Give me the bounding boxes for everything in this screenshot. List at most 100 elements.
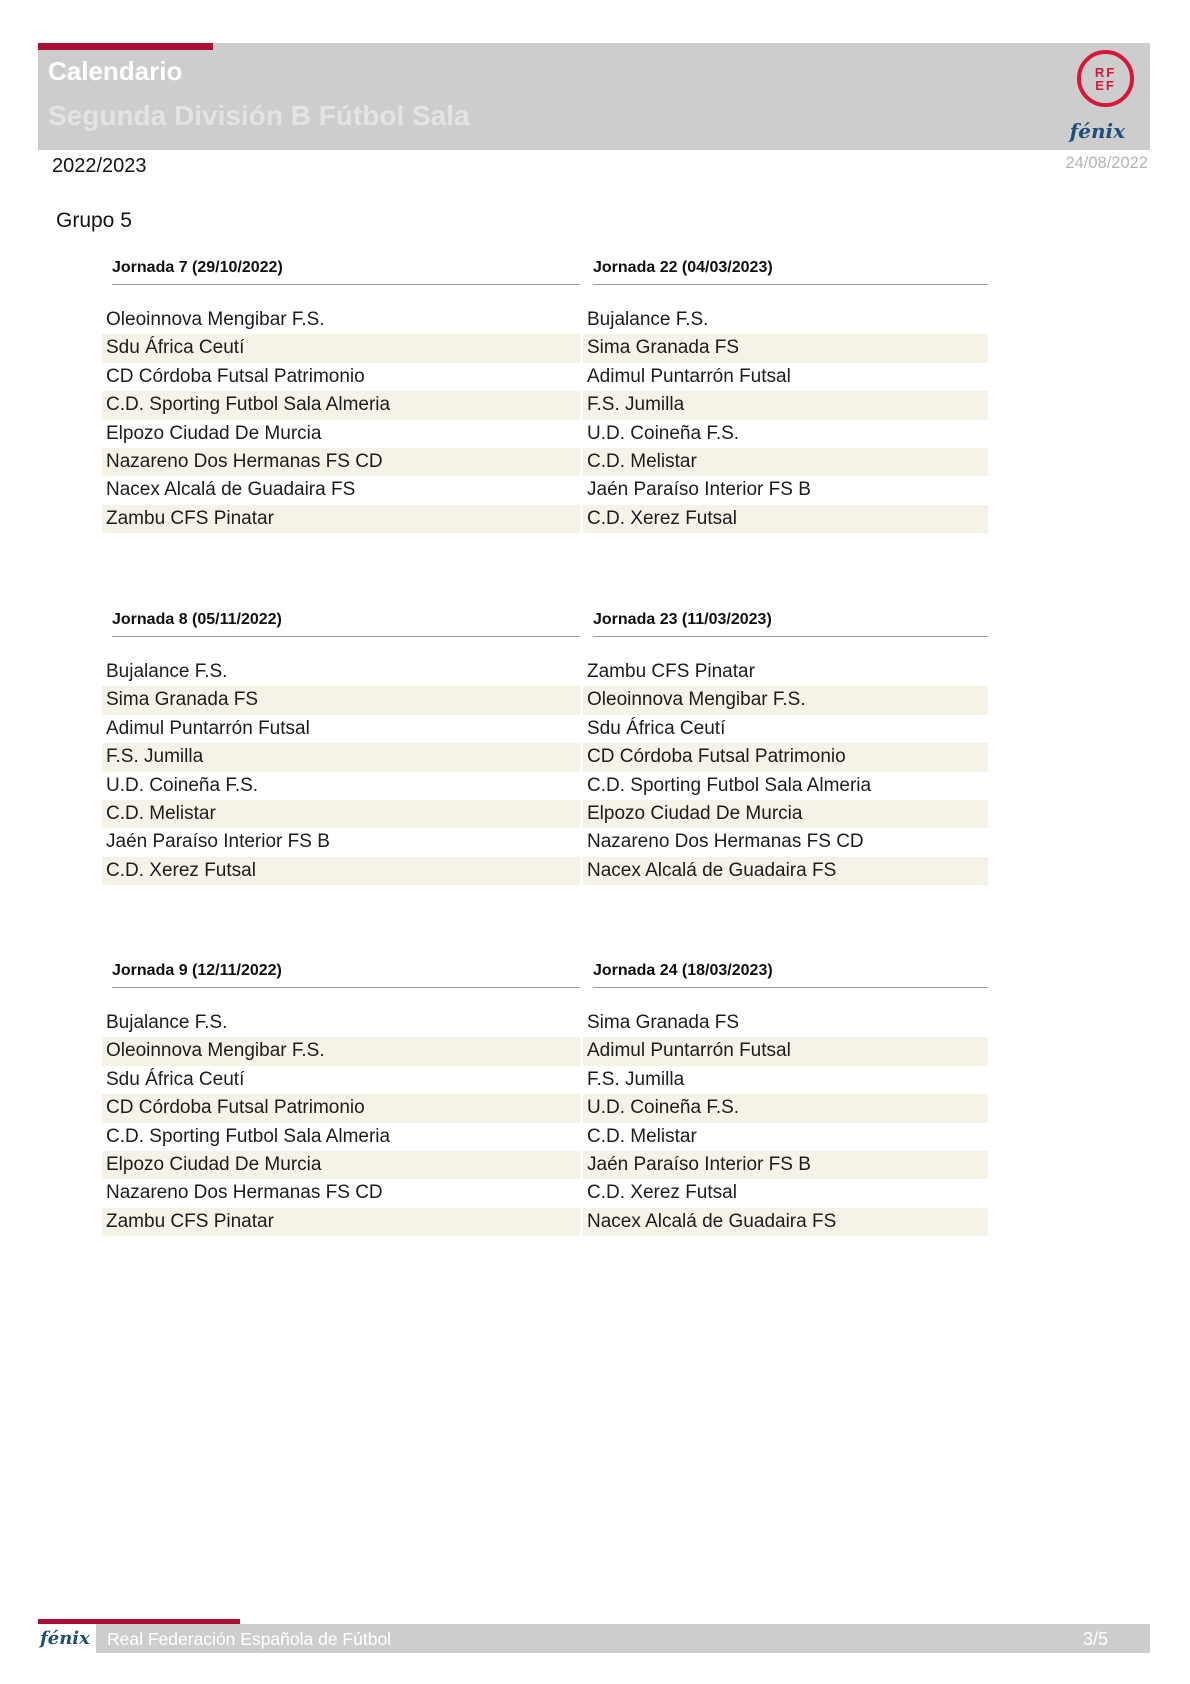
team-row: Bujalance F.S. bbox=[102, 658, 580, 686]
team-name: Nazareno Dos Hermanas FS CD bbox=[587, 831, 864, 853]
jornada-column-right: Jornada 24 (18/03/2023) Sima Granada FS Ad… bbox=[583, 962, 988, 1237]
page-number: 3/5 bbox=[1083, 1629, 1109, 1649]
team-name: Zambu CFS Pinatar bbox=[106, 507, 274, 529]
fenix-brand-header: fénix bbox=[1069, 119, 1125, 143]
team-row: Jaén Paraíso Interior FS B bbox=[583, 1150, 988, 1180]
jornada-title: Jornada 23 (11/03/2023) bbox=[593, 611, 988, 637]
team-row: Elpozo Ciudad De Murcia bbox=[583, 799, 988, 829]
team-name: Nazareno Dos Hermanas FS CD bbox=[106, 1182, 383, 1204]
team-row: Adimul Puntarrón Futsal bbox=[583, 1037, 988, 1066]
team-row: Oleoinnova Mengibar F.S. bbox=[102, 306, 580, 334]
team-row: Jaén Paraíso Interior FS B bbox=[102, 828, 580, 856]
team-row: C.D. Melistar bbox=[583, 447, 988, 477]
team-row: Sima Granada FS bbox=[583, 334, 988, 363]
team-row: C.D. Xerez Futsal bbox=[583, 504, 988, 534]
team-name: F.S. Jumilla bbox=[587, 1068, 685, 1090]
team-row: F.S. Jumilla bbox=[102, 743, 580, 772]
team-row: CD Córdoba Futsal Patrimonio bbox=[583, 743, 988, 772]
jornada-title: Jornada 22 (04/03/2023) bbox=[593, 259, 988, 285]
team-row: U.D. Coineña F.S. bbox=[102, 772, 580, 800]
fenix-brand-footer: fénix bbox=[38, 1624, 96, 1653]
team-name: C.D. Melistar bbox=[587, 1125, 697, 1147]
team-name: Jaén Paraíso Interior FS B bbox=[587, 1153, 811, 1175]
team-row: Elpozo Ciudad De Murcia bbox=[102, 1150, 580, 1180]
team-name: F.S. Jumilla bbox=[106, 746, 204, 768]
team-name: Bujalance F.S. bbox=[106, 661, 228, 682]
jornada-title: Jornada 7 (29/10/2022) bbox=[112, 259, 580, 285]
team-row: Sima Granada FS bbox=[102, 686, 580, 715]
team-list: Bujalance F.S. Sima Granada FS Adimul Punt… bbox=[102, 658, 580, 886]
team-name: Oleoinnova Mengibar F.S. bbox=[106, 309, 325, 330]
team-name: C.D. Sporting Futbol Sala Almeria bbox=[106, 394, 391, 416]
team-row: Nacex Alcalá de Guadaira FS bbox=[102, 476, 580, 504]
team-row: CD Córdoba Futsal Patrimonio bbox=[102, 1094, 580, 1123]
team-row: C.D. Sporting Futbol Sala Almeria bbox=[583, 772, 988, 800]
team-name: Nacex Alcalá de Guadaira FS bbox=[587, 859, 837, 881]
team-row: C.D. Xerez Futsal bbox=[583, 1179, 988, 1207]
team-name: Elpozo Ciudad De Murcia bbox=[587, 802, 803, 824]
team-row: CD Córdoba Futsal Patrimonio bbox=[102, 363, 580, 391]
team-name: Sdu África Ceutí bbox=[587, 717, 726, 739]
team-row: Nacex Alcalá de Guadaira FS bbox=[583, 1207, 988, 1237]
team-row: Nazareno Dos Hermanas FS CD bbox=[102, 1179, 580, 1207]
team-row: Nazareno Dos Hermanas FS CD bbox=[583, 828, 988, 856]
team-row: Nazareno Dos Hermanas FS CD bbox=[102, 447, 580, 477]
team-name: Adimul Puntarrón Futsal bbox=[587, 1040, 791, 1062]
team-name: Sima Granada FS bbox=[587, 337, 740, 359]
page-subtitle: Segunda División B Fútbol Sala bbox=[48, 100, 470, 131]
team-name: F.S. Jumilla bbox=[587, 394, 685, 416]
jornada-title: Jornada 24 (18/03/2023) bbox=[593, 962, 988, 988]
team-row: F.S. Jumilla bbox=[583, 1066, 988, 1094]
team-name: Oleoinnova Mengibar F.S. bbox=[106, 1040, 325, 1062]
team-row: Oleoinnova Mengibar F.S. bbox=[102, 1037, 580, 1066]
team-name: Jaén Paraíso Interior FS B bbox=[587, 479, 811, 501]
team-name: U.D. Coineña F.S. bbox=[587, 1097, 740, 1119]
jornada-column-left: Jornada 8 (05/11/2022) Bujalance F.S. Sima… bbox=[102, 611, 580, 886]
footer-accent-line bbox=[38, 1619, 240, 1624]
team-row: Adimul Puntarrón Futsal bbox=[102, 715, 580, 743]
jornada-column-left: Jornada 7 (29/10/2022) Oleoinnova Mengiba… bbox=[102, 259, 580, 534]
team-row: C.D. Melistar bbox=[583, 1123, 988, 1151]
team-row: Bujalance F.S. bbox=[583, 306, 988, 334]
team-row: Nacex Alcalá de Guadaira FS bbox=[583, 856, 988, 886]
team-row: C.D. Melistar bbox=[102, 799, 580, 829]
team-row: Elpozo Ciudad De Murcia bbox=[102, 420, 580, 448]
document-date: 24/08/2022 bbox=[1065, 154, 1148, 172]
team-row: C.D. Sporting Futbol Sala Almeria bbox=[102, 391, 580, 420]
team-name: CD Córdoba Futsal Patrimonio bbox=[106, 1097, 365, 1119]
team-row: C.D. Sporting Futbol Sala Almeria bbox=[102, 1123, 580, 1151]
team-name: C.D. Melistar bbox=[587, 450, 697, 472]
team-name: C.D. Xerez Futsal bbox=[587, 1182, 737, 1204]
header-bar bbox=[38, 43, 1150, 150]
team-name: Sima Granada FS bbox=[106, 689, 259, 711]
team-name: C.D. Xerez Futsal bbox=[587, 507, 737, 529]
team-row: Jaén Paraíso Interior FS B bbox=[583, 476, 988, 504]
team-list: Oleoinnova Mengibar F.S. Sdu África Ceutí… bbox=[102, 306, 580, 534]
team-row: Adimul Puntarrón Futsal bbox=[583, 363, 988, 391]
header-accent-bar bbox=[38, 43, 213, 50]
team-row: Zambu CFS Pinatar bbox=[102, 1207, 580, 1237]
team-name: Sdu África Ceutí bbox=[106, 337, 245, 359]
team-name: Sdu África Ceutí bbox=[106, 1068, 245, 1090]
team-row: Sima Granada FS bbox=[583, 1009, 988, 1037]
team-name: Sima Granada FS bbox=[587, 1012, 740, 1033]
team-list: Bujalance F.S. Sima Granada FS Adimul Punt… bbox=[583, 306, 988, 534]
page-title: Calendario bbox=[48, 56, 183, 86]
team-name: Bujalance F.S. bbox=[106, 1012, 228, 1033]
team-name: C.D. Sporting Futbol Sala Almeria bbox=[106, 1125, 391, 1147]
team-row: Zambu CFS Pinatar bbox=[583, 658, 988, 686]
team-name: Zambu CFS Pinatar bbox=[106, 1210, 274, 1232]
team-name: Adimul Puntarrón Futsal bbox=[106, 717, 310, 739]
footer-organization: Real Federación Española de Fútbol bbox=[107, 1629, 392, 1649]
jornada-column-left: Jornada 9 (12/11/2022) Bujalance F.S. Oleo… bbox=[102, 962, 580, 1237]
team-row: Sdu África Ceutí bbox=[102, 1066, 580, 1094]
team-list: Zambu CFS Pinatar Oleoinnova Mengibar F.S… bbox=[583, 658, 988, 886]
team-name: Bujalance F.S. bbox=[587, 309, 709, 330]
team-name: Nacex Alcalá de Guadaira FS bbox=[587, 1210, 837, 1232]
team-name: C.D. Xerez Futsal bbox=[106, 859, 256, 881]
team-name: Adimul Puntarrón Futsal bbox=[587, 365, 791, 387]
team-row: F.S. Jumilla bbox=[583, 391, 988, 420]
team-row: Sdu África Ceutí bbox=[102, 334, 580, 363]
team-row: U.D. Coineña F.S. bbox=[583, 420, 988, 448]
team-row: Sdu África Ceutí bbox=[583, 715, 988, 743]
